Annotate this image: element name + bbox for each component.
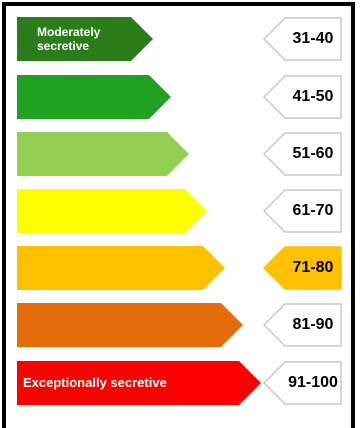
range-marker [263, 303, 342, 347]
range-label: 91-100 [288, 374, 338, 391]
rating-arrow-bar [17, 17, 153, 61]
rating-arrow-bar [17, 132, 189, 176]
rating-arrow-bar [17, 303, 243, 347]
scale-row: 41-50 [0, 75, 361, 123]
range-marker [263, 75, 342, 119]
range-label: 71-80 [292, 259, 334, 276]
range-marker [263, 361, 342, 405]
range-marker [263, 132, 342, 176]
bar-label-line2: secretive [37, 39, 90, 53]
range-label: 61-70 [292, 202, 334, 219]
range-label: 41-50 [292, 88, 334, 105]
range-marker [263, 17, 342, 61]
range-marker [263, 189, 342, 233]
bar-label: Moderately secretive [37, 25, 100, 53]
range-label: 51-60 [292, 145, 334, 162]
range-label: 31-40 [292, 30, 334, 47]
range-marker [263, 246, 342, 290]
rating-arrow-bar [17, 75, 171, 119]
scale-row: 51-60 [0, 132, 361, 180]
scale-row: 71-80 [0, 246, 361, 294]
scale-row: 61-70 [0, 189, 361, 237]
scale-row: Exceptionally secretive 91-100 [0, 361, 361, 409]
rating-arrow-bar [17, 361, 261, 405]
scale-frame [2, 2, 355, 428]
rating-arrow-bar [17, 189, 207, 233]
range-label: 81-90 [292, 316, 334, 333]
scale-row: 81-90 [0, 303, 361, 351]
scale-row: Moderately secretive 31-40 [0, 17, 361, 65]
rating-arrow-bar [17, 246, 225, 290]
bar-label-line1: Moderately [37, 25, 101, 39]
bar-label: Exceptionally secretive [23, 375, 167, 390]
